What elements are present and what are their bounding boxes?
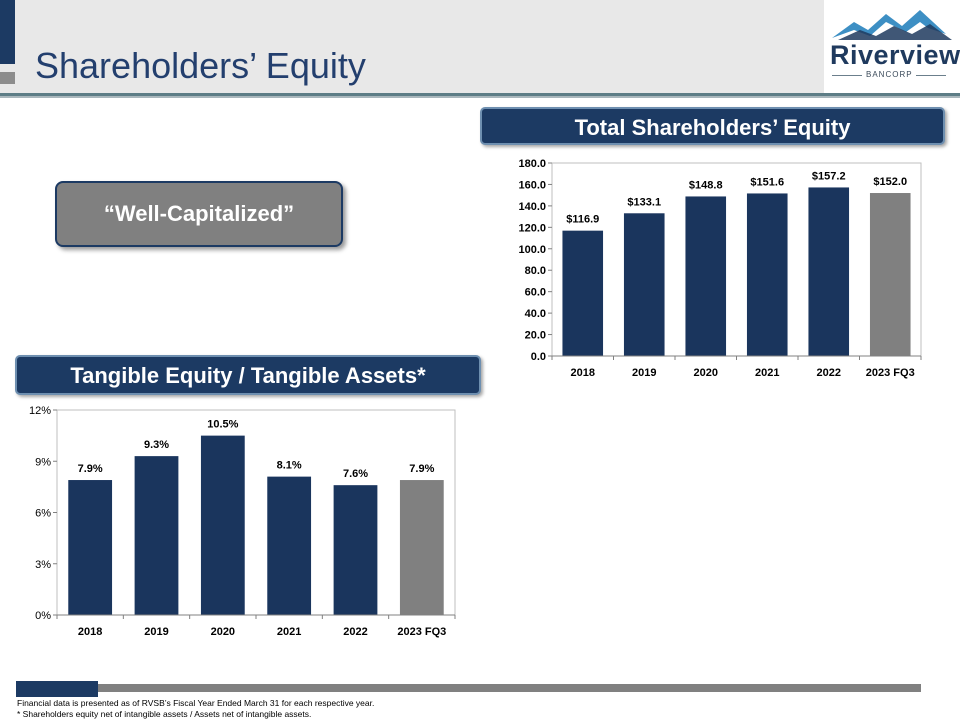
bar-2021	[746, 193, 788, 356]
x-tick-label: 2021	[277, 626, 301, 638]
tangible-equity-banner: Tangible Equity / Tangible Assets*	[15, 355, 481, 395]
well-capitalized-callout: “Well-Capitalized”	[55, 181, 343, 247]
page-title: Shareholders’ Equity	[35, 45, 366, 86]
data-label: 9.3%	[144, 439, 169, 451]
data-label: 8.1%	[277, 460, 302, 472]
data-label: $152.0	[873, 176, 907, 188]
y-tick-label: 100.0	[518, 244, 546, 256]
footer-accent-blue	[16, 681, 98, 697]
data-label: $116.9	[566, 214, 599, 226]
data-label: 7.9%	[78, 463, 103, 475]
x-tick-label: 2018	[78, 626, 102, 638]
bar-2018	[562, 230, 604, 356]
x-tick-label: 2019	[144, 626, 168, 638]
x-tick-label: 2022	[343, 626, 367, 638]
x-tick-label: 2022	[817, 367, 841, 379]
y-tick-label: 20.0	[525, 330, 546, 342]
y-tick-label: 180.0	[518, 158, 546, 170]
bar-2019	[134, 456, 179, 615]
x-tick-label: 2023 FQ3	[397, 626, 446, 638]
footnote-tangible-definition: * Shareholders equity net of intangible …	[17, 709, 312, 719]
bar-2023-fq3	[399, 480, 444, 615]
tangible-equity-chart: 0% 3% 6% 9% 12% 7.9% 2018 9.3% 2019 10.5% 2020 8.1%…	[29, 405, 456, 638]
logo-rule-left	[832, 75, 862, 76]
data-label: $148.8	[689, 179, 723, 191]
header-band	[0, 0, 960, 93]
footnote-fiscal-year: Financial data is presented as of RVSB’s…	[17, 698, 375, 708]
mountain-logo-icon	[832, 10, 952, 40]
x-tick-label: 2023 FQ3	[866, 367, 915, 379]
bar-2019	[623, 213, 665, 356]
y-tick-label: 12%	[29, 405, 51, 417]
header-divider	[0, 93, 960, 96]
data-label: $151.6	[750, 176, 784, 188]
header-divider-light	[0, 96, 960, 98]
logo-rule-right	[916, 75, 946, 76]
y-tick-label: 80.0	[525, 265, 546, 277]
y-tick-label: 160.0	[518, 179, 546, 191]
plot-area	[56, 409, 456, 616]
y-tick-label: 6%	[35, 508, 51, 520]
y-tick-label: 9%	[35, 456, 51, 468]
bar-2021	[267, 476, 312, 615]
footer-accent-gray	[98, 684, 921, 692]
plot-area	[551, 162, 922, 357]
bar-2022	[808, 187, 850, 356]
logo-sub: BANCORP	[866, 70, 913, 79]
x-tick-label: 2019	[632, 367, 656, 379]
y-tick-label: 3%	[35, 559, 51, 571]
y-tick-label: 40.0	[525, 308, 546, 320]
x-tick-label: 2020	[694, 367, 718, 379]
logo-name: Riverview	[830, 40, 960, 70]
y-tick-label: 0%	[35, 610, 51, 622]
data-label: 7.6%	[343, 468, 368, 480]
y-tick-label: 60.0	[525, 287, 546, 299]
bar-2020	[685, 196, 727, 356]
header-accent-bar-gray	[0, 72, 15, 84]
bar-2018	[68, 480, 113, 615]
bar-2023-fq3	[869, 193, 911, 356]
x-tick-label: 2020	[211, 626, 235, 638]
data-label: 10.5%	[207, 419, 238, 431]
y-tick-label: 0.0	[531, 351, 546, 363]
data-label: $157.2	[812, 170, 846, 182]
data-label: $133.1	[627, 196, 661, 208]
bar-2022	[333, 485, 378, 615]
total-equity-chart: 0.0 20.0 40.0 60.0 80.0 100.0 120.0 140.0 160.0 1…	[518, 158, 922, 379]
logo: Riverview BANCORP	[824, 0, 960, 93]
total-equity-banner: Total Shareholders’ Equity	[480, 107, 945, 145]
x-tick-label: 2018	[571, 367, 595, 379]
data-label: 7.9%	[409, 463, 434, 475]
header-accent-bar	[0, 0, 15, 64]
y-tick-label: 140.0	[518, 201, 546, 213]
y-tick-label: 120.0	[518, 222, 546, 234]
bar-2020	[200, 435, 245, 615]
x-tick-label: 2021	[755, 367, 779, 379]
